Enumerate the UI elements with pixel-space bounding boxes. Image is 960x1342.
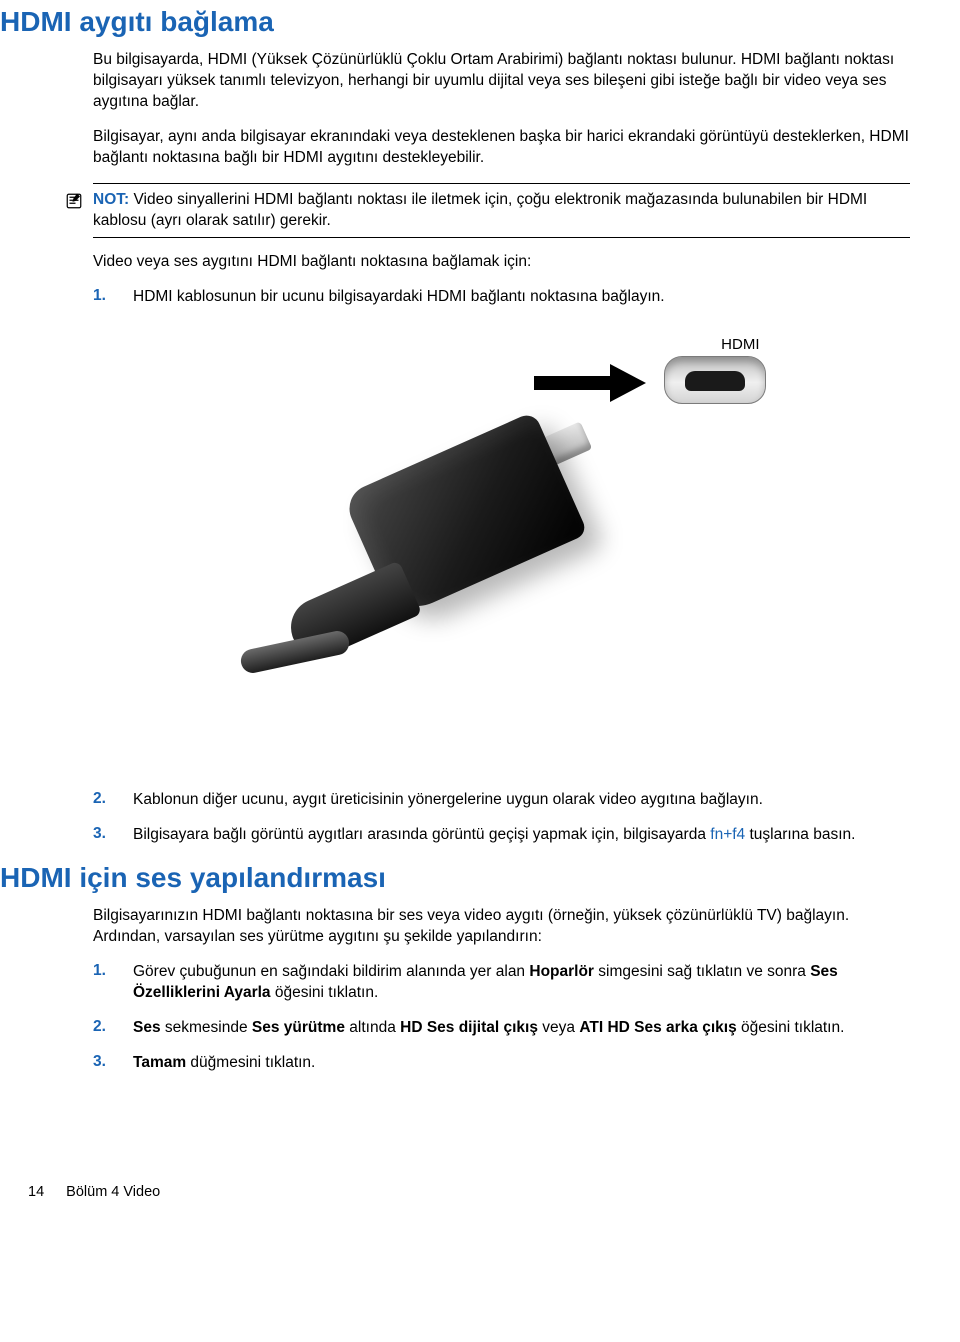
step-text: HDMI kablosunun bir ucunu bilgisayardaki… <box>133 287 665 308</box>
paragraph: Video veya ses aygıtını HDMI bağlantı no… <box>93 252 910 273</box>
port-label: HDMI <box>721 336 759 353</box>
step-item: Ses sekmesinde Ses yürütme altında HD Se… <box>93 1018 910 1039</box>
step-text: Görev çubuğunun en sağındaki bildirim al… <box>133 962 910 1004</box>
page-footer: 14 Bölüm 4 Video <box>0 1184 910 1222</box>
hdmi-port-icon <box>664 356 766 404</box>
steps-list-connect-cont: Kablonun diğer ucunu, aygıt üreticisinin… <box>93 790 910 846</box>
step-text: Tamam düğmesini tıklatın. <box>133 1053 315 1074</box>
section-heading-hdmi-audio: HDMI için ses yapılandırması <box>0 862 910 894</box>
step-text: Bilgisayara bağlı görüntü aygıtları aras… <box>133 825 855 846</box>
note-body: Video sinyallerini HDMI bağlantı noktası… <box>93 191 867 229</box>
paragraph: Bu bilgisayarda, HDMI (Yüksek Çözünürlük… <box>93 50 910 113</box>
step-item: HDMI kablosunun bir ucunu bilgisayardaki… <box>93 287 910 308</box>
keyboard-shortcut: fn+f4 <box>710 826 745 843</box>
note-icon <box>65 192 83 210</box>
paragraph: Bilgisayar, aynı anda bilgisayar ekranın… <box>93 127 910 169</box>
arrow-icon <box>534 366 654 400</box>
step-text: Ses sekmesinde Ses yürütme altında HD Se… <box>133 1018 844 1039</box>
note-text: NOT: Video sinyallerini HDMI bağlantı no… <box>93 190 910 232</box>
step-item: Bilgisayara bağlı görüntü aygıtları aras… <box>93 825 910 846</box>
page-number: 14 <box>28 1184 44 1200</box>
paragraph: Bilgisayarınızın HDMI bağlantı noktasına… <box>93 906 910 948</box>
steps-list-audio: Görev çubuğunun en sağındaki bildirim al… <box>93 962 910 1074</box>
note-block: NOT: Video sinyallerini HDMI bağlantı no… <box>93 183 910 239</box>
step-item: Görev çubuğunun en sağındaki bildirim al… <box>93 962 910 1004</box>
step-item: Tamam düğmesini tıklatın. <box>93 1053 910 1074</box>
section-heading-hdmi-connect: HDMI aygıtı bağlama <box>0 6 910 38</box>
chapter-label: Bölüm 4 Video <box>66 1184 160 1200</box>
hdmi-cable-figure: HDMI <box>242 336 762 756</box>
note-label: NOT: <box>93 191 129 208</box>
steps-list-connect: HDMI kablosunun bir ucunu bilgisayardaki… <box>93 287 910 308</box>
step-text: Kablonun diğer ucunu, aygıt üreticisinin… <box>133 790 763 811</box>
step-item: Kablonun diğer ucunu, aygıt üreticisinin… <box>93 790 910 811</box>
